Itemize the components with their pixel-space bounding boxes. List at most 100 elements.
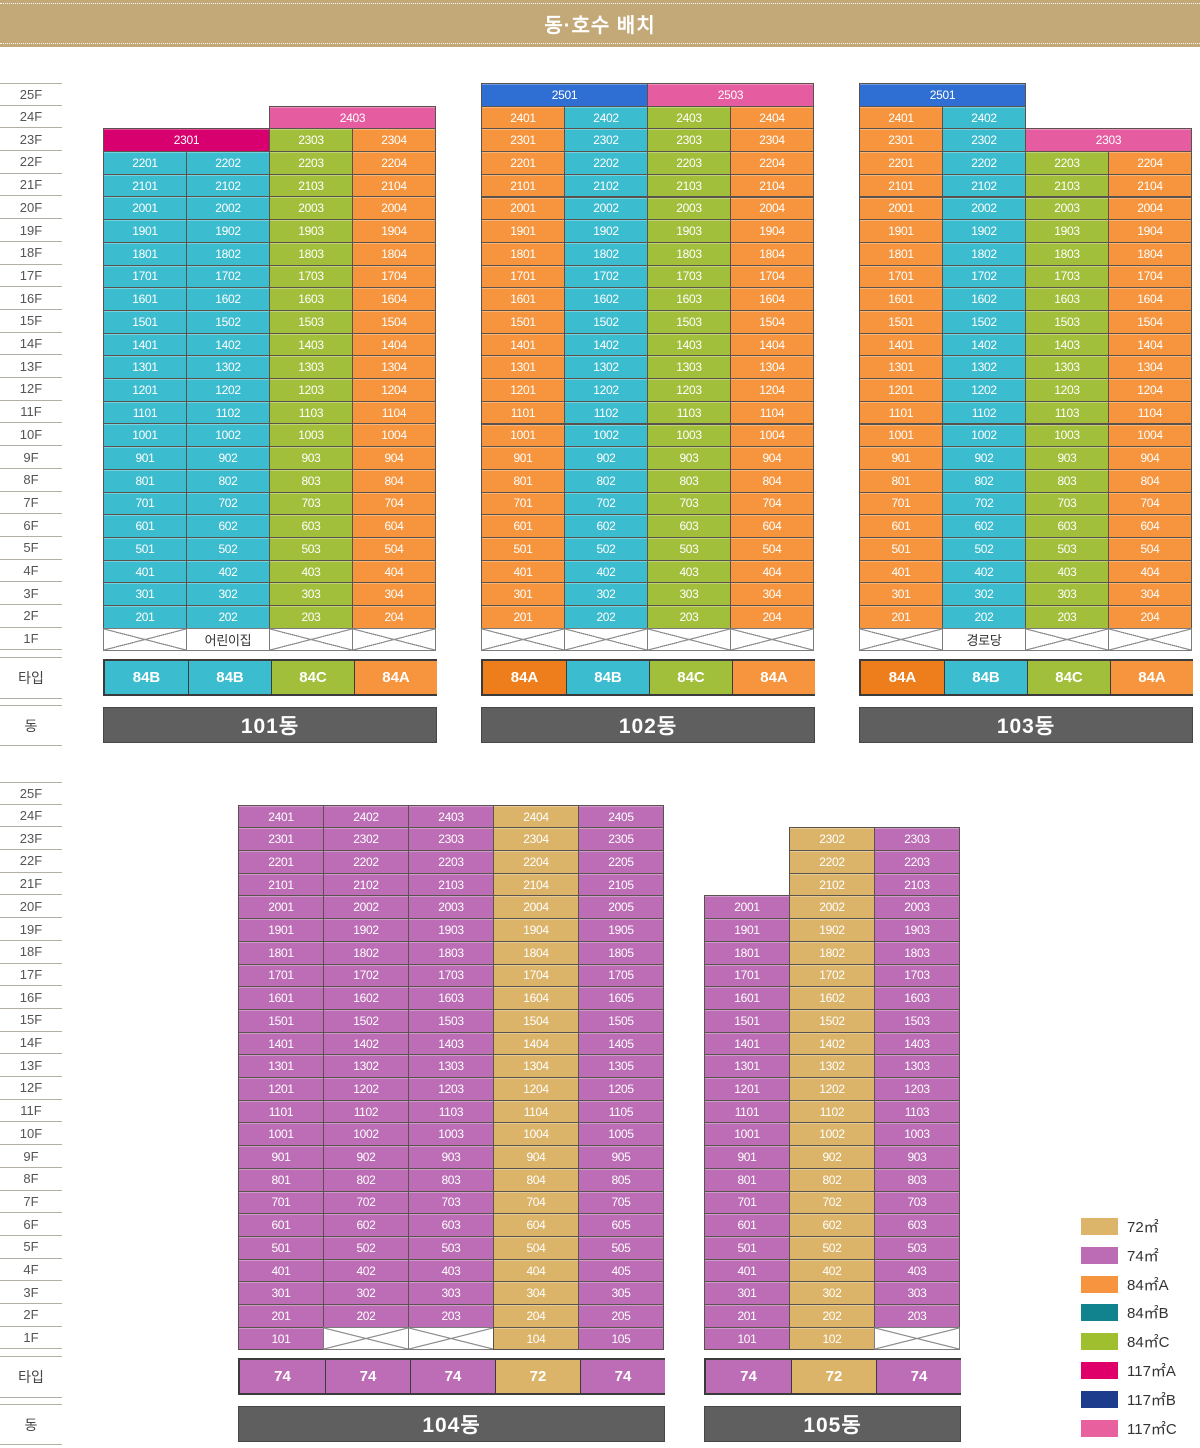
unit-cell: 902 — [942, 446, 1026, 470]
unit-cell: 502 — [564, 537, 648, 561]
unit-cell: 1003 — [269, 423, 353, 448]
unit-cell: 203 — [874, 1304, 960, 1328]
unit-cell: 2204 — [493, 850, 579, 874]
unit-cell: 2104 — [1108, 173, 1192, 198]
unit-cell: 1704 — [352, 264, 436, 289]
floor-label: 24F — [0, 805, 62, 828]
unit-cell: 1601 — [859, 287, 943, 311]
unit-cell: 302 — [942, 582, 1026, 607]
legend-label: 117㎡B — [1127, 1391, 1176, 1409]
unit-cell: 1002 — [186, 423, 270, 448]
unit-cell: 2004 — [493, 895, 579, 920]
unit-cell: 2302 — [323, 827, 409, 852]
building-101: 2403 2301 2303 2304 2201 2202 2203 2204 2101 2102… — [103, 105, 436, 652]
unit-cell: 1202 — [789, 1077, 875, 1101]
unit-cell: 2301 — [859, 128, 943, 153]
type-cell: 74 — [706, 1360, 791, 1393]
legend-item: 117㎡C — [1081, 1418, 1177, 1439]
unit-cell: 2003 — [874, 895, 960, 920]
unit-cell: 1103 — [874, 1099, 960, 1124]
unit-cell: 1602 — [323, 986, 409, 1010]
unit-cell: 2104 — [352, 173, 436, 198]
unit-cell: 704 — [352, 491, 436, 516]
unit-cell: 2004 — [730, 196, 814, 221]
unit-cell: 1903 — [408, 918, 494, 942]
unit-cell: 1902 — [942, 219, 1026, 243]
unit-cell: 601 — [859, 514, 943, 538]
floor-label: 19F — [0, 918, 62, 941]
unit-cell: 503 — [269, 536, 353, 561]
unit-cell: 1401 — [704, 1031, 790, 1056]
page-title: 동·호수 배치 — [544, 15, 656, 37]
floor-label: 12F — [0, 378, 62, 401]
building-103: 2501 2401 2402 2301 2302 2303 2201 2202 2203 2204… — [859, 83, 1192, 652]
unit-cell: 803 — [408, 1167, 494, 1192]
type-cell: 74 — [325, 1360, 410, 1393]
unit-cell: 405 — [578, 1258, 664, 1283]
unit-cell: 2002 — [186, 196, 270, 221]
floor-label: 1F — [0, 1327, 62, 1350]
unit-cell: 1604 — [1108, 287, 1192, 311]
crossed-cell — [874, 1326, 960, 1351]
type-cell: 84A — [483, 661, 566, 694]
type-cell: 84A — [1110, 661, 1193, 694]
unit-cell: 1303 — [408, 1054, 494, 1079]
unit-cell: 403 — [269, 559, 353, 584]
unit-cell: 305 — [578, 1281, 664, 1306]
crossed-cell — [730, 627, 814, 652]
unit-cell: 2001 — [238, 895, 324, 920]
unit-cell: 1701 — [859, 264, 943, 289]
crossed-cell — [408, 1326, 494, 1351]
unit-cell: 902 — [789, 1145, 875, 1169]
unit-cell: 1303 — [269, 355, 353, 380]
unit-cell: 2102 — [564, 173, 648, 198]
unit-cell: 302 — [323, 1281, 409, 1306]
unit-cell: 1703 — [408, 963, 494, 988]
unit-cell: 2304 — [730, 128, 814, 153]
unit-cell: 801 — [481, 468, 565, 493]
unit-cell: 1902 — [564, 219, 648, 243]
type-cell: 74 — [876, 1360, 961, 1393]
unit-cell: 1804 — [493, 940, 579, 965]
facility-cell: 어린이집 — [186, 627, 270, 652]
unit-cell: 303 — [1025, 582, 1109, 607]
legend-item: 74㎡ — [1081, 1245, 1159, 1266]
floor-label: 8F — [0, 469, 62, 492]
floor-label: 14F — [0, 1032, 62, 1055]
unit-cell: 1601 — [103, 287, 187, 311]
unit-cell: 202 — [186, 605, 270, 629]
unit-cell: 1603 — [647, 287, 731, 311]
legend-swatch — [1081, 1218, 1118, 1235]
unit-cell: 603 — [408, 1213, 494, 1237]
floor-label: 5F — [0, 1236, 62, 1259]
unit-cell: 701 — [103, 491, 187, 516]
unit-cell: 1704 — [730, 264, 814, 289]
legend-label: 117㎡A — [1127, 1363, 1176, 1380]
unit-cell: 1603 — [1025, 287, 1109, 311]
unit-cell: 303 — [874, 1281, 960, 1306]
crossed-cell — [1025, 627, 1109, 652]
unit-cell: 303 — [408, 1281, 494, 1306]
unit-cell: 1901 — [704, 918, 790, 942]
legend-swatch — [1081, 1390, 1118, 1408]
unit-cell: 1104 — [1108, 400, 1192, 425]
unit-cell: 604 — [352, 514, 436, 538]
type-cell: 84B — [105, 661, 188, 694]
unit-cell: 2403 — [647, 105, 731, 130]
unit-cell: 1302 — [186, 355, 270, 380]
unit-cell: 2203 — [269, 151, 353, 175]
building-104: 2401 2402 2403 2404 2405 2301 2302 2303 2304 2305… — [238, 804, 664, 1351]
unit-cell: 202 — [564, 605, 648, 629]
unit-cell: 2102 — [942, 173, 1026, 198]
unit-cell: 2303 — [647, 128, 731, 153]
unit-cell: 1202 — [186, 378, 270, 402]
unit-cell: 1601 — [704, 986, 790, 1010]
unit-cell: 1501 — [238, 1008, 324, 1033]
unit-cell: 1403 — [1025, 332, 1109, 357]
unit-cell: 1701 — [704, 963, 790, 988]
type-row-102: 84A 84B 84C 84A — [481, 659, 815, 696]
unit-cell: 905 — [578, 1145, 664, 1169]
unit-cell: 302 — [564, 582, 648, 607]
unit-cell: 1803 — [408, 940, 494, 965]
unit-cell: 304 — [352, 582, 436, 607]
